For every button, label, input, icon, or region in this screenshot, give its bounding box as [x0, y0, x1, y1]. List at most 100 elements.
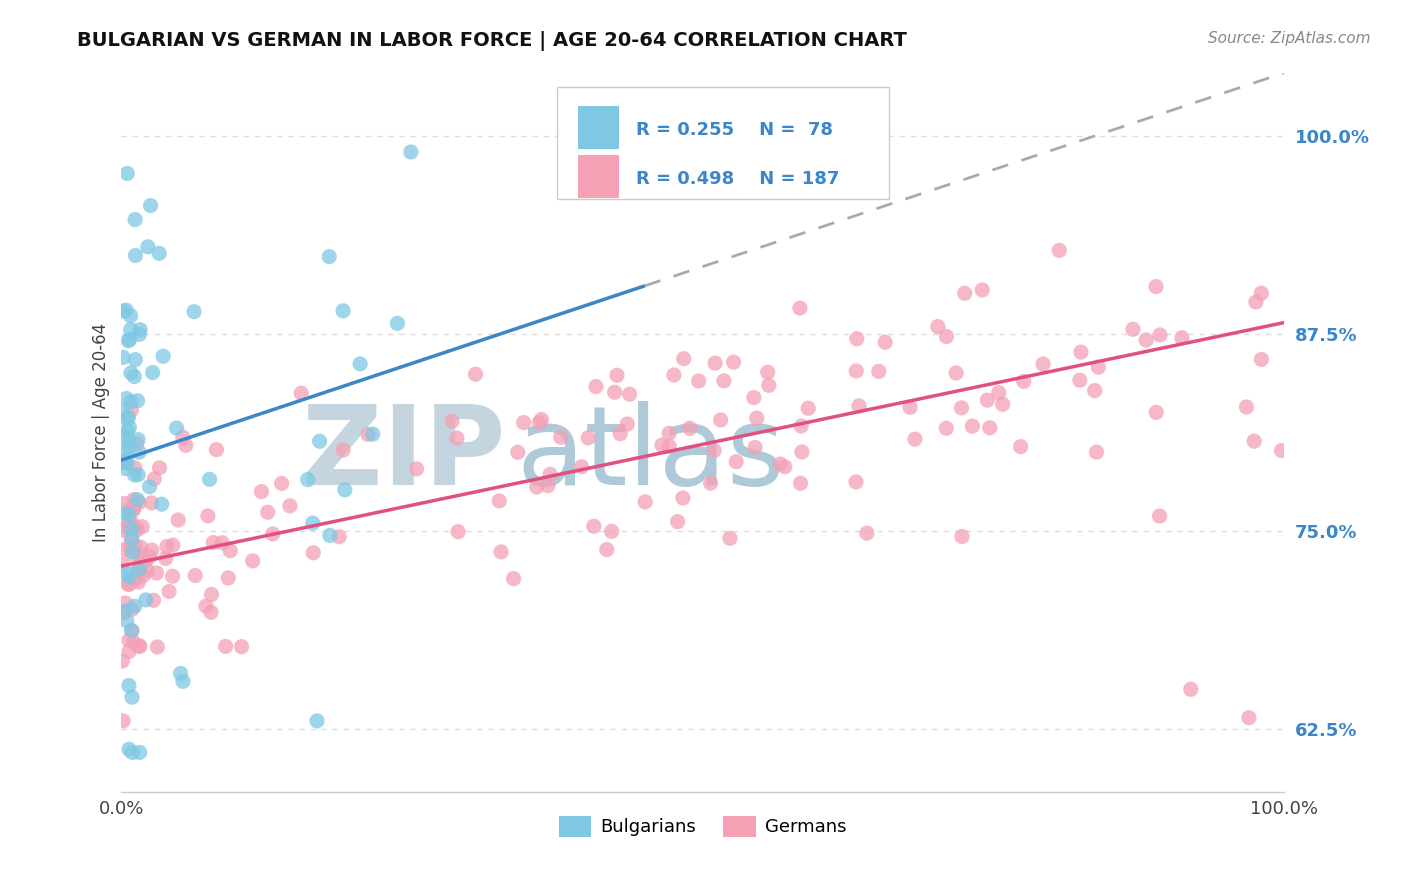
Point — [127, 433, 149, 447]
Point — [111, 404, 134, 418]
Point — [950, 401, 973, 415]
Point — [1144, 279, 1167, 293]
Point — [333, 483, 356, 497]
Point — [1010, 440, 1032, 454]
Point — [148, 246, 170, 260]
Point — [120, 394, 142, 409]
Point — [124, 599, 146, 614]
Point — [506, 445, 529, 459]
Point — [195, 599, 218, 614]
Point — [606, 368, 628, 383]
Point — [112, 496, 135, 510]
Point — [172, 430, 194, 444]
FancyBboxPatch shape — [557, 87, 889, 199]
Point — [115, 614, 138, 628]
Point — [526, 480, 548, 494]
Point — [219, 543, 242, 558]
Point — [688, 374, 710, 388]
Point — [162, 538, 184, 552]
Point — [121, 532, 143, 546]
Point — [148, 460, 170, 475]
Point — [118, 420, 141, 434]
Point — [114, 596, 136, 610]
Text: R = 0.498    N = 187: R = 0.498 N = 187 — [637, 169, 839, 187]
Point — [152, 349, 174, 363]
Point — [658, 439, 681, 453]
Point — [124, 572, 146, 586]
Point — [124, 212, 146, 227]
Point — [162, 569, 184, 583]
Point — [169, 666, 191, 681]
Point — [121, 690, 143, 705]
Point — [446, 431, 468, 445]
Point — [1243, 434, 1265, 449]
Point — [129, 323, 152, 337]
Point — [250, 484, 273, 499]
Point — [128, 562, 150, 576]
Point — [600, 524, 623, 539]
Point — [1047, 244, 1070, 258]
Point — [744, 441, 766, 455]
Point — [127, 393, 149, 408]
Point — [122, 492, 145, 507]
Point — [713, 374, 735, 388]
Point — [256, 505, 278, 519]
Point — [991, 397, 1014, 411]
Point — [672, 351, 695, 366]
Point — [150, 497, 173, 511]
Text: ZIP: ZIP — [302, 401, 505, 508]
Point — [699, 476, 721, 491]
Point — [121, 522, 143, 536]
Point — [129, 541, 152, 555]
Point — [790, 419, 813, 434]
Point — [278, 499, 301, 513]
Point — [619, 387, 641, 401]
Point — [124, 248, 146, 262]
Point — [662, 368, 685, 382]
Point — [128, 746, 150, 760]
Point — [529, 416, 551, 430]
Point — [138, 480, 160, 494]
Point — [328, 530, 350, 544]
Point — [156, 540, 179, 554]
Text: Source: ZipAtlas.com: Source: ZipAtlas.com — [1208, 31, 1371, 46]
Point — [134, 554, 156, 568]
Point — [146, 640, 169, 654]
Point — [1250, 286, 1272, 301]
Point — [305, 714, 328, 728]
Point — [117, 456, 139, 470]
Point — [530, 412, 553, 426]
Point — [332, 303, 354, 318]
Point — [976, 393, 998, 408]
Point — [183, 304, 205, 318]
Point — [856, 526, 879, 541]
Point — [139, 549, 162, 564]
Point — [290, 386, 312, 401]
Point — [112, 606, 135, 620]
Point — [121, 516, 143, 531]
Point — [136, 240, 159, 254]
Point — [128, 559, 150, 574]
Point — [139, 198, 162, 212]
Point — [122, 635, 145, 649]
Point — [184, 568, 207, 582]
Point — [197, 508, 219, 523]
Point — [616, 417, 638, 431]
Point — [603, 385, 626, 400]
Point — [129, 548, 152, 562]
Point — [756, 365, 779, 379]
Text: atlas: atlas — [516, 401, 785, 508]
Point — [118, 742, 141, 756]
Point — [121, 545, 143, 559]
Point — [571, 459, 593, 474]
Point — [128, 640, 150, 654]
Point — [745, 411, 768, 425]
Point — [1237, 711, 1260, 725]
Point — [120, 309, 142, 323]
Point — [118, 508, 141, 522]
Point — [118, 644, 141, 658]
Point — [308, 434, 330, 449]
Point — [972, 283, 994, 297]
Point — [538, 467, 561, 482]
Point — [114, 604, 136, 618]
